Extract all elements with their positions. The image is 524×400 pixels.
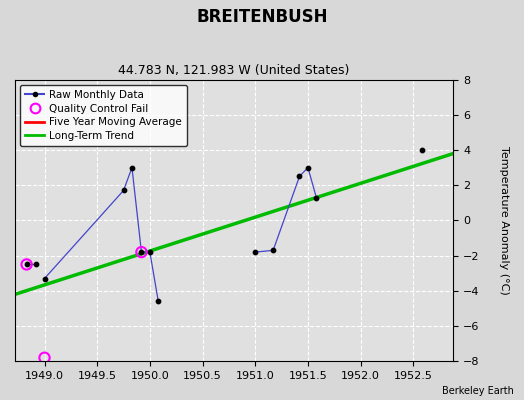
Legend: Raw Monthly Data, Quality Control Fail, Five Year Moving Average, Long-Term Tren: Raw Monthly Data, Quality Control Fail, … [20, 85, 188, 146]
Point [146, 249, 154, 255]
Point [40, 354, 49, 361]
Text: BREITENBUSH: BREITENBUSH [196, 8, 328, 26]
Y-axis label: Temperature Anomaly (°C): Temperature Anomaly (°C) [499, 146, 509, 295]
Title: 44.783 N, 121.983 W (United States): 44.783 N, 121.983 W (United States) [118, 64, 350, 77]
Point [312, 194, 321, 201]
Point [23, 261, 31, 268]
Point [40, 275, 49, 282]
Point [137, 249, 146, 255]
Point [23, 261, 31, 268]
Point [251, 249, 259, 255]
Point [32, 261, 40, 268]
Point [296, 173, 304, 180]
Text: Berkeley Earth: Berkeley Earth [442, 386, 514, 396]
Point [137, 249, 146, 255]
Point [269, 247, 277, 254]
Point [304, 164, 312, 171]
Point [418, 147, 426, 153]
Point [119, 187, 128, 194]
Point [128, 164, 136, 171]
Point [154, 298, 162, 305]
